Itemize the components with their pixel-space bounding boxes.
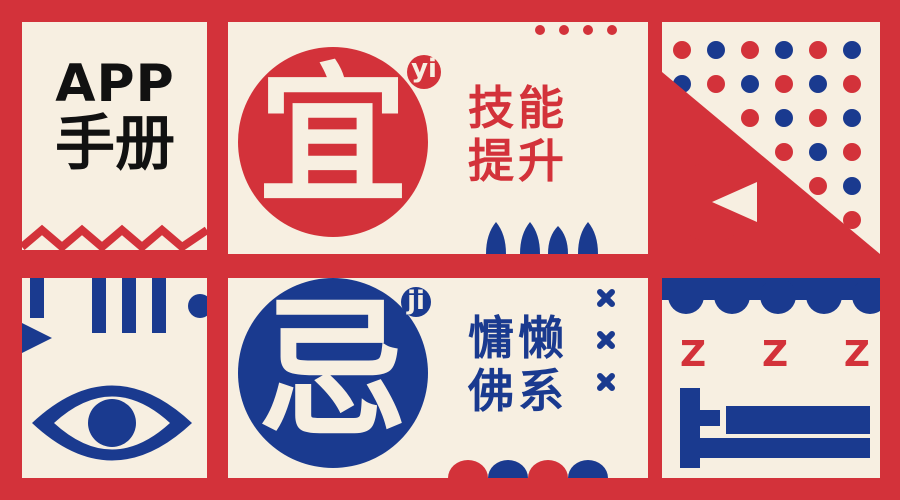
good-pinyin: yi: [411, 54, 437, 84]
pattern-dot: [707, 41, 725, 59]
title-line-2: 手册: [55, 109, 175, 179]
pattern-dot: [843, 75, 861, 93]
bad-phrase: 慵懒 佛系: [468, 312, 568, 418]
eye-panel-art: [22, 278, 207, 461]
pattern-dot: [775, 75, 793, 93]
pattern-dot: [741, 109, 759, 127]
eye-panel: [22, 278, 207, 478]
bad-panel-art: [238, 278, 615, 478]
pattern-dot: [809, 177, 827, 195]
good-phrase-line-2: 提升: [468, 133, 568, 188]
sleep-panel-art: [662, 278, 880, 468]
bad-panel: 忌 ji 慵懒 佛系: [228, 278, 648, 478]
eye-icon: [32, 385, 192, 461]
title-line-1: APP: [55, 54, 175, 114]
pattern-dot: [775, 109, 793, 127]
pattern-dot: [843, 177, 861, 195]
title-panel: APP 手册: [22, 22, 207, 254]
zigzag-line: [22, 224, 207, 254]
good-character: 宜: [257, 50, 408, 224]
good-phrase-line-1: 技能: [468, 81, 568, 135]
pattern-dot: [809, 109, 827, 127]
bad-character: 忌: [257, 284, 408, 458]
bad-pinyin: ji: [407, 286, 425, 316]
sleep-letters: Z Z Z: [680, 334, 870, 375]
pattern-dot: [809, 143, 827, 161]
sleep-letter-1: Z: [680, 334, 707, 375]
pattern-dot: [843, 143, 861, 161]
pattern-dot: [707, 75, 725, 93]
pac-shape: [712, 182, 757, 222]
cross-marks: [597, 289, 615, 391]
pattern-dot: [843, 211, 861, 229]
bad-phrase-line-2: 佛系: [468, 363, 568, 418]
bed-icon: [680, 388, 870, 468]
pattern-dot: [775, 143, 793, 161]
pattern-dot: [809, 75, 827, 93]
poster-title: APP 手册: [40, 58, 190, 174]
pattern-dot: [741, 75, 759, 93]
pattern-dot: [775, 41, 793, 59]
dot-pattern: [662, 41, 880, 254]
pattern-dot: [741, 41, 759, 59]
bad-phrase-line-1: 慵懒: [468, 311, 568, 365]
sleep-letter-3: Z: [843, 334, 870, 375]
dot-pattern-panel: [662, 22, 880, 254]
good-panel: 宜 yi 技能 提升: [228, 22, 648, 254]
pattern-dot: [843, 41, 861, 59]
sleep-letter-2: Z: [761, 334, 789, 375]
good-panel-art: [238, 25, 617, 254]
sleep-panel: Z Z Z: [662, 278, 880, 478]
pattern-dot: [673, 41, 691, 59]
pattern-dot: [809, 41, 827, 59]
pattern-dot: [843, 109, 861, 127]
good-phrase: 技能 提升: [468, 82, 568, 188]
